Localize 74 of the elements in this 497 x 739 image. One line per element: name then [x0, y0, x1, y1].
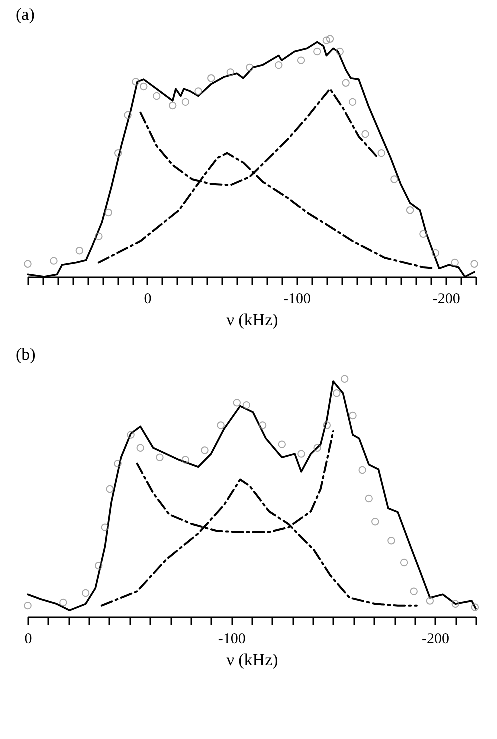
point: [333, 390, 341, 398]
point: [95, 232, 103, 240]
point: [470, 260, 478, 268]
x-tick-label: 0: [24, 632, 32, 648]
point: [95, 562, 103, 570]
point: [124, 111, 132, 120]
point: [365, 494, 373, 503]
point: [342, 79, 350, 87]
point: [156, 454, 164, 462]
point: [76, 246, 84, 255]
point: [127, 431, 135, 439]
x-axis-title: ν (kHz): [226, 310, 278, 330]
point: [153, 92, 161, 100]
x-tick-label: 0: [144, 292, 152, 308]
point: [390, 176, 398, 184]
point: [104, 208, 112, 217]
point: [169, 102, 177, 110]
point: [298, 450, 306, 458]
point: [24, 602, 32, 610]
point: [208, 74, 216, 82]
chart-title: (a): [16, 5, 35, 24]
point: [140, 82, 148, 91]
point: [426, 597, 434, 605]
point: [471, 604, 480, 612]
point: [362, 130, 370, 138]
point: [314, 444, 322, 452]
point: [82, 589, 90, 598]
point: [275, 61, 283, 70]
point: [378, 149, 386, 158]
point: [246, 64, 254, 72]
point: [388, 537, 396, 545]
point: [349, 412, 357, 420]
point: [358, 466, 366, 474]
x-tick-label: -200: [422, 632, 450, 648]
point: [226, 68, 234, 76]
point: [233, 399, 241, 407]
point: [372, 518, 380, 526]
point: [278, 440, 286, 448]
point: [60, 598, 68, 607]
point: [114, 149, 122, 158]
point: [297, 56, 306, 64]
point: [410, 588, 418, 596]
point: [322, 36, 331, 44]
point: [114, 460, 122, 468]
point: [201, 446, 209, 454]
chart-title: (b): [16, 345, 36, 364]
x-tick-label: -200: [432, 292, 460, 308]
point: [452, 600, 460, 608]
point: [336, 48, 344, 56]
point: [432, 249, 440, 258]
point: [194, 88, 202, 96]
point: [101, 524, 110, 532]
point: [136, 444, 144, 452]
point: [24, 260, 32, 268]
point: [326, 35, 334, 43]
x-tick-label: -100: [284, 292, 312, 308]
point: [314, 48, 322, 56]
point: [451, 258, 459, 267]
point: [348, 98, 357, 106]
point: [182, 456, 190, 464]
point: [182, 98, 190, 106]
point: [132, 78, 140, 86]
point: [323, 422, 331, 430]
point: [242, 401, 251, 410]
point: [106, 485, 114, 494]
point: [420, 230, 428, 238]
point: [400, 558, 408, 567]
point: [406, 206, 414, 214]
point: [341, 375, 349, 383]
x-tick-label: -100: [218, 632, 246, 648]
point: [50, 257, 58, 265]
point: [258, 422, 267, 430]
point: [217, 422, 225, 430]
x-axis-title: ν (kHz): [226, 650, 278, 670]
